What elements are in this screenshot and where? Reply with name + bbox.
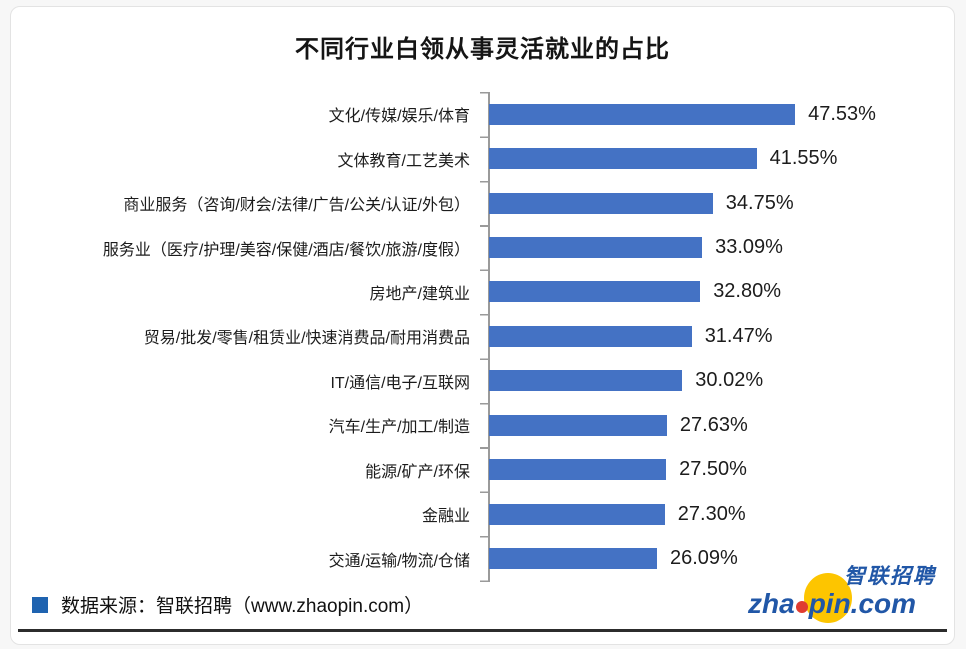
value-label: 32.80%	[713, 280, 782, 303]
chart-title: 不同行业白领从事灵活就业的占比	[295, 36, 670, 63]
bar-row: 交通/运输/物流/仓储 26.09%	[11, 536, 954, 580]
bar	[489, 548, 657, 570]
zhaopin-logo: 智联招聘 zha pin.com	[748, 560, 938, 624]
category-label: 服务业（医疗/护理/美容/保健/酒店/餐饮/旅游/度假）	[102, 241, 470, 259]
bar	[489, 281, 701, 303]
category-label: 商业服务（咨询/财会/法律/广告/公关/认证/外包）	[123, 197, 470, 215]
logo-red-dot-icon	[795, 601, 808, 613]
logo-wordmark-suffix: pin.com	[808, 588, 917, 619]
bar	[489, 414, 667, 436]
source-bullet-square	[32, 596, 48, 613]
bar	[489, 192, 713, 214]
bar	[489, 325, 692, 347]
bar	[489, 237, 703, 259]
value-label: 41.55%	[769, 147, 838, 170]
bar-row: 商业服务（咨询/财会/法律/广告/公关/认证/外包） 34.75%	[11, 181, 954, 225]
bar	[489, 148, 757, 170]
value-label: 27.63%	[679, 413, 748, 436]
value-label: 33.09%	[715, 236, 783, 259]
value-label: 34.75%	[725, 191, 794, 214]
bar-row: 贸易/批发/零售/租赁业/快速消费品/耐用消费品 31.47%	[11, 314, 954, 358]
chart-card: 不同行业白领从事灵活就业的占比 文化/传媒/娱乐/体育 47.53% 文体教育/…	[10, 6, 955, 645]
logo-wordmark-prefix: zha	[748, 588, 795, 619]
bar-row: 汽车/生产/加工/制造 27.63%	[11, 403, 954, 447]
value-label: 31.47%	[704, 324, 773, 347]
bar-row: 文体教育/工艺美术 41.55%	[11, 136, 954, 180]
category-label: 汽车/生产/加工/制造	[328, 419, 470, 437]
bar-row: 房地产/建筑业 32.80%	[11, 270, 954, 314]
bar-row: IT/通信/电子/互联网 30.02%	[11, 359, 954, 403]
value-label: 30.02%	[695, 369, 764, 392]
bar-row: 服务业（医疗/护理/美容/保健/酒店/餐饮/旅游/度假） 33.09%	[11, 225, 954, 269]
bar-chart: 文化/传媒/娱乐/体育 47.53% 文体教育/工艺美术 41.55% 商业服务…	[11, 92, 954, 582]
category-label: 文化/传媒/娱乐/体育	[328, 108, 470, 126]
logo-sun-circle	[804, 573, 852, 623]
logo-chinese-text: 智联招聘	[844, 565, 936, 588]
value-label: 47.53%	[808, 102, 876, 125]
bar	[489, 503, 665, 525]
logo-wordmark: zha pin.com	[748, 590, 916, 618]
bar-row: 文化/传媒/娱乐/体育 47.53%	[11, 92, 954, 136]
category-label: 金融业	[421, 508, 470, 526]
category-label: 贸易/批发/零售/租赁业/快速消费品/耐用消费品	[143, 330, 470, 348]
data-source: 数据来源：智联招聘（www.zhaopin.com）	[32, 591, 423, 618]
value-label: 27.30%	[677, 502, 746, 525]
category-label: 能源/矿产/环保	[365, 463, 470, 481]
bar	[489, 459, 667, 481]
category-label: IT/通信/电子/互联网	[330, 374, 470, 392]
bar	[489, 103, 796, 125]
bar-row: 能源/矿产/环保 27.50%	[11, 448, 954, 492]
bar-row: 金融业 27.30%	[11, 492, 954, 536]
bottom-rule	[18, 629, 947, 632]
category-label: 文体教育/工艺美术	[337, 152, 470, 170]
bar	[489, 370, 683, 392]
category-label: 交通/运输/物流/仓储	[328, 552, 470, 570]
value-label: 27.50%	[679, 458, 747, 481]
category-label: 房地产/建筑业	[369, 285, 470, 303]
value-label: 26.09%	[670, 547, 738, 570]
source-text: 数据来源：智联招聘（www.zhaopin.com）	[61, 596, 424, 617]
